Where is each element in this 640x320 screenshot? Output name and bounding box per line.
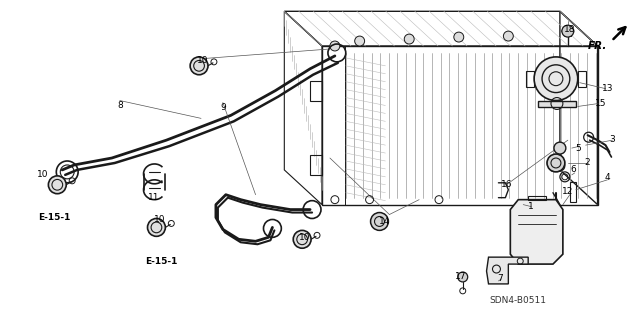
Text: 3: 3 bbox=[609, 135, 615, 144]
Text: 11: 11 bbox=[148, 193, 159, 202]
Circle shape bbox=[293, 230, 311, 248]
Text: 2: 2 bbox=[585, 158, 591, 167]
Text: 14: 14 bbox=[379, 217, 390, 226]
Polygon shape bbox=[538, 100, 576, 108]
Circle shape bbox=[562, 25, 574, 37]
Text: 10: 10 bbox=[36, 170, 48, 180]
Circle shape bbox=[534, 57, 578, 100]
Text: 8: 8 bbox=[117, 101, 123, 110]
Text: E-15-1: E-15-1 bbox=[145, 257, 177, 266]
Text: 5: 5 bbox=[575, 144, 580, 153]
Circle shape bbox=[147, 219, 165, 236]
Circle shape bbox=[371, 212, 388, 230]
Text: 18: 18 bbox=[564, 25, 575, 34]
Circle shape bbox=[554, 142, 566, 154]
Text: 13: 13 bbox=[602, 84, 613, 93]
Polygon shape bbox=[486, 257, 528, 284]
Text: 10: 10 bbox=[197, 56, 209, 65]
Text: SDN4-B0511: SDN4-B0511 bbox=[490, 296, 547, 305]
Text: 10: 10 bbox=[300, 233, 311, 242]
Circle shape bbox=[504, 31, 513, 41]
Text: 17: 17 bbox=[455, 272, 467, 282]
Text: 1: 1 bbox=[528, 202, 534, 211]
Circle shape bbox=[404, 34, 414, 44]
Circle shape bbox=[330, 41, 340, 51]
Text: 12: 12 bbox=[562, 187, 573, 196]
Text: 10: 10 bbox=[154, 215, 165, 224]
Text: 15: 15 bbox=[595, 99, 606, 108]
Text: 6: 6 bbox=[570, 165, 575, 174]
Text: 7: 7 bbox=[497, 275, 503, 284]
Text: FR.: FR. bbox=[588, 41, 607, 51]
Circle shape bbox=[49, 176, 66, 194]
Circle shape bbox=[190, 57, 208, 75]
Text: E-15-1: E-15-1 bbox=[38, 213, 70, 222]
Circle shape bbox=[547, 154, 565, 172]
Polygon shape bbox=[510, 200, 563, 264]
Circle shape bbox=[355, 36, 365, 46]
Text: 16: 16 bbox=[500, 180, 512, 189]
Circle shape bbox=[458, 272, 468, 282]
Text: 9: 9 bbox=[220, 103, 226, 112]
Text: 4: 4 bbox=[605, 173, 611, 182]
Circle shape bbox=[454, 32, 464, 42]
